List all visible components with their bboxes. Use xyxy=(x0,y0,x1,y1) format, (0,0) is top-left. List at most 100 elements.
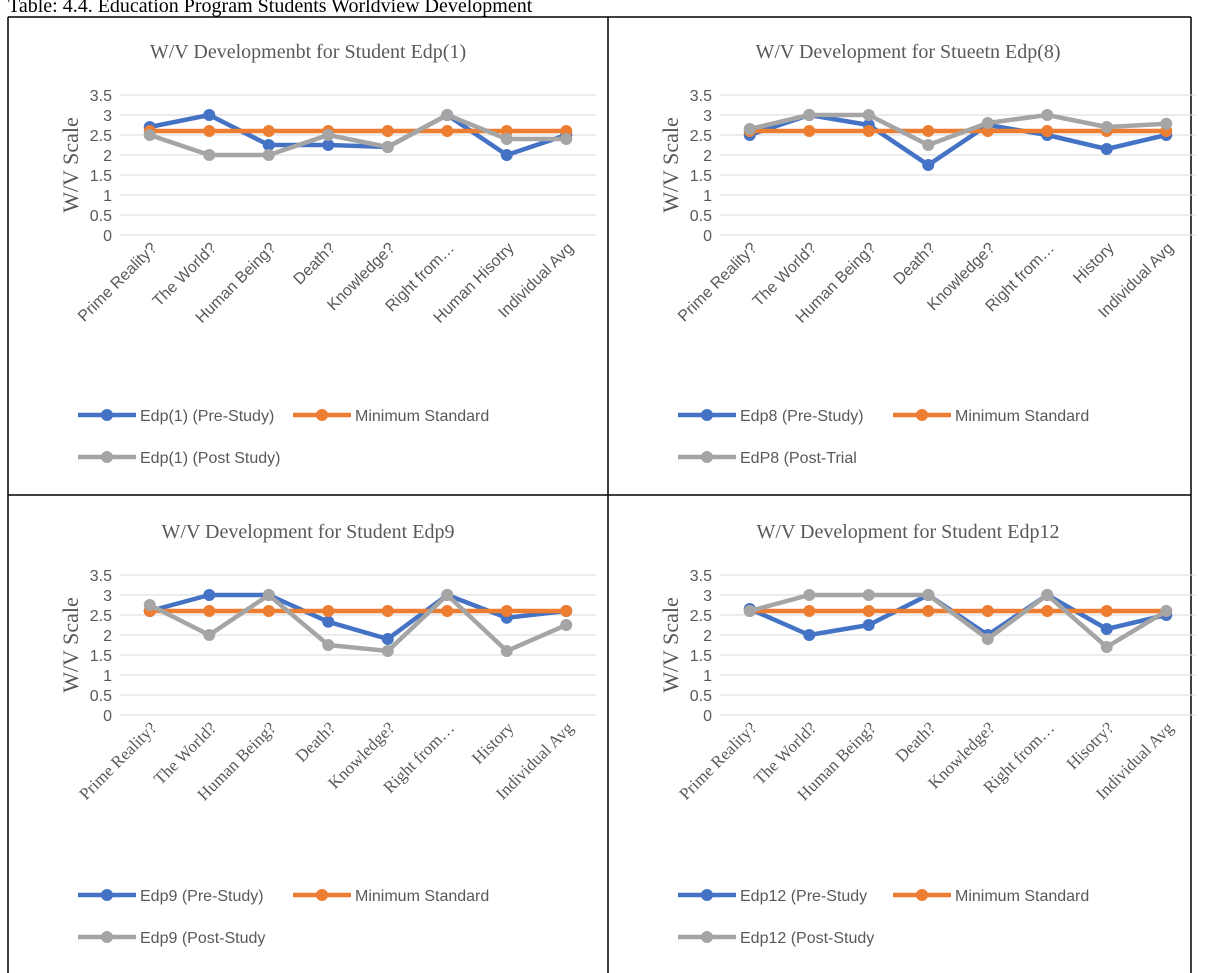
y-tick-label: 2 xyxy=(703,148,712,165)
point xyxy=(1100,623,1113,635)
point xyxy=(203,109,216,121)
x-tick-label: Hisotry? xyxy=(1063,718,1118,773)
point xyxy=(262,589,275,601)
y-tick-label: 3.5 xyxy=(90,568,112,585)
point xyxy=(1160,605,1173,617)
legend-marker xyxy=(101,451,113,463)
chart-title: W/V Development for Student Edp12 xyxy=(757,521,1060,543)
point xyxy=(560,619,573,631)
point xyxy=(322,139,335,151)
y-tick-label: 2.5 xyxy=(690,608,712,625)
y-tick-label: 0.5 xyxy=(690,688,712,705)
point xyxy=(441,605,454,617)
y-tick-label: 3 xyxy=(103,108,112,125)
point xyxy=(862,605,875,617)
legend-label: Edp9 (Pre-Study) xyxy=(140,888,264,905)
point xyxy=(381,125,394,137)
chart-title: W/V Development for Stueetn Edp(8) xyxy=(755,41,1060,63)
point xyxy=(381,605,394,617)
point xyxy=(203,125,216,137)
point xyxy=(381,633,394,645)
x-tick-label: History xyxy=(468,718,518,768)
point xyxy=(262,149,275,161)
y-tick-label: 2 xyxy=(703,628,712,645)
point xyxy=(322,639,335,651)
caption: Table: 4.4. Education Program Students W… xyxy=(8,0,533,17)
y-axis-label: W/V Scale xyxy=(658,117,683,213)
legend-marker xyxy=(916,889,928,901)
point xyxy=(803,605,816,617)
point xyxy=(500,645,513,657)
point xyxy=(203,605,216,617)
point xyxy=(922,125,935,137)
legend-label: Edp(1) (Post Study) xyxy=(140,450,281,467)
point xyxy=(441,109,454,121)
y-tick-label: 1 xyxy=(103,188,112,205)
y-tick-label: 1 xyxy=(703,188,712,205)
point xyxy=(981,605,994,617)
series-line xyxy=(749,112,1167,148)
y-tick-label: 2 xyxy=(103,628,112,645)
point xyxy=(203,589,216,601)
point xyxy=(560,605,573,617)
point xyxy=(1100,143,1113,155)
chart: W/V Development for Student Edp12 W/V Sca… xyxy=(658,521,1196,947)
y-tick-label: 2 xyxy=(103,148,112,165)
legend-marker xyxy=(701,409,713,421)
point xyxy=(862,125,875,137)
point xyxy=(322,615,335,628)
chart-title: W/V Development for Student Edp9 xyxy=(162,521,455,543)
y-tick-label: 3.5 xyxy=(690,88,712,105)
point xyxy=(262,139,275,151)
point xyxy=(803,125,816,137)
point xyxy=(262,605,275,617)
y-tick-label: 2.5 xyxy=(690,128,712,145)
y-tick-label: 2.5 xyxy=(90,608,112,625)
point xyxy=(862,619,875,631)
x-tick-label: Death? xyxy=(291,240,340,289)
legend-marker xyxy=(101,931,113,943)
chart: W/V Development for Stueetn Edp(8) W/V Sc… xyxy=(658,41,1196,467)
point xyxy=(922,139,935,151)
point xyxy=(981,633,994,645)
point xyxy=(922,159,935,171)
x-tick-label: History xyxy=(1070,240,1117,287)
point xyxy=(441,589,454,601)
x-tick-label: Death? xyxy=(891,240,940,289)
point xyxy=(322,605,335,617)
point xyxy=(560,133,573,145)
y-tick-label: 1.5 xyxy=(90,168,112,185)
point xyxy=(1041,109,1054,121)
point xyxy=(803,629,816,641)
point xyxy=(381,141,394,153)
legend-marker xyxy=(316,889,328,901)
point xyxy=(381,645,394,657)
legend-marker xyxy=(316,409,328,421)
point xyxy=(500,149,513,161)
legend-label: Edp(1) (Pre-Study) xyxy=(140,408,274,425)
legend-marker xyxy=(701,889,713,901)
chart: W/V Development for Student Edp9 W/V Scal… xyxy=(58,521,596,947)
point xyxy=(862,109,875,121)
legend-marker xyxy=(916,409,928,421)
series-line xyxy=(148,592,568,654)
legend-label: Minimum Standard xyxy=(355,408,489,425)
y-tick-label: 0.5 xyxy=(90,688,112,705)
y-axis-label: W/V Scale xyxy=(58,117,83,213)
legend-label: Edp12 (Pre-Study xyxy=(740,888,867,905)
point xyxy=(203,149,216,161)
legend-label: Edp12 (Post-Study xyxy=(740,930,874,947)
y-tick-label: 0 xyxy=(703,708,712,725)
y-tick-label: 1.5 xyxy=(690,648,712,665)
y-tick-label: 0 xyxy=(103,708,112,725)
x-tick-label: Prime Reality? xyxy=(675,718,760,803)
y-tick-label: 1 xyxy=(103,668,112,685)
legend-marker xyxy=(701,451,713,463)
point xyxy=(1041,605,1054,617)
y-tick-label: 1.5 xyxy=(690,168,712,185)
legend-marker xyxy=(101,409,113,421)
point xyxy=(262,125,275,137)
point xyxy=(1100,641,1113,653)
chart-title: W/V Developmenbt for Student Edp(1) xyxy=(150,41,466,63)
legend-label: EdP8 (Post-Trial xyxy=(740,450,857,467)
